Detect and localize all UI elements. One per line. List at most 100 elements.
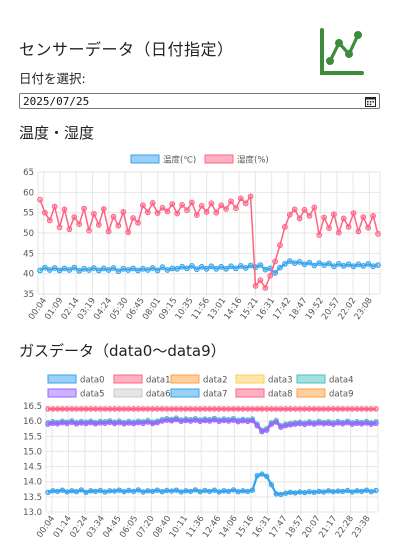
- data-point: [46, 267, 53, 273]
- data-point: [73, 489, 80, 495]
- data-point: [249, 417, 256, 424]
- data-point: [189, 263, 195, 269]
- data-point: [192, 406, 199, 412]
- data-point: [316, 406, 322, 412]
- data-point: [88, 420, 94, 426]
- data-point: [51, 203, 58, 210]
- data-point: [302, 406, 308, 412]
- data-point: [235, 489, 241, 495]
- data-point: [359, 488, 365, 495]
- data-point: [264, 427, 270, 433]
- data-point: [223, 265, 230, 272]
- data-point: [169, 201, 176, 207]
- data-point: [179, 263, 186, 270]
- data-point: [302, 421, 308, 428]
- data-point: [375, 262, 381, 268]
- data-point: [268, 482, 275, 488]
- data-point: [78, 420, 85, 426]
- data-point: [149, 265, 156, 271]
- data-point: [268, 406, 275, 412]
- temp-humid-chart: 温度(℃) 湿度(%)3540455055606500:0401:0902:140…: [23, 154, 381, 322]
- data-point: [116, 420, 123, 426]
- calendar-icon[interactable]: [365, 96, 376, 107]
- data-point: [375, 230, 381, 237]
- data-point: [311, 489, 317, 496]
- data-point: [197, 489, 203, 495]
- data-point: [61, 206, 68, 213]
- data-point: [259, 471, 265, 477]
- data-point: [97, 420, 104, 426]
- legend-label: data8: [268, 390, 293, 400]
- data-point: [292, 406, 298, 412]
- data-point: [164, 267, 171, 273]
- legend-swatch: [235, 374, 265, 384]
- data-point: [291, 206, 298, 213]
- data-point: [254, 423, 260, 429]
- data-point: [193, 212, 200, 218]
- data-point: [355, 261, 362, 268]
- data-point: [66, 267, 73, 273]
- data-point: [233, 265, 239, 272]
- data-point: [164, 406, 170, 412]
- data-point: [370, 263, 377, 270]
- data-point: [349, 489, 355, 495]
- data-point: [140, 420, 146, 426]
- page-title: センサーデータ（日付指定）: [19, 40, 234, 59]
- data-point: [273, 491, 279, 497]
- data-point: [272, 270, 279, 276]
- data-point: [144, 209, 151, 216]
- data-point: [164, 208, 171, 215]
- date-input[interactable]: 2025/07/25: [19, 93, 380, 109]
- data-point: [331, 263, 337, 270]
- data-point: [54, 488, 61, 495]
- data-point: [354, 420, 360, 426]
- data-point: [321, 214, 328, 221]
- data-point: [335, 488, 341, 494]
- data-point: [164, 417, 170, 423]
- data-point: [301, 261, 308, 268]
- data-point: [330, 421, 336, 427]
- data-point: [267, 272, 274, 279]
- data-point: [116, 487, 123, 493]
- data-point: [225, 488, 232, 495]
- data-point: [168, 418, 175, 424]
- data-point: [197, 406, 203, 412]
- data-point: [102, 420, 108, 426]
- data-point: [50, 406, 56, 412]
- data-point: [213, 265, 220, 272]
- y-tick-label: 15.5: [23, 432, 42, 442]
- data-point: [252, 283, 259, 289]
- data-point: [355, 228, 362, 235]
- data-point: [344, 406, 351, 412]
- data-point: [262, 266, 269, 273]
- data-point: [273, 419, 279, 425]
- data-point: [359, 421, 365, 427]
- data-point: [216, 406, 222, 412]
- y-tick-label: 13.5: [23, 493, 42, 503]
- data-point: [213, 209, 220, 216]
- data-point: [211, 406, 218, 412]
- data-point: [228, 263, 234, 270]
- data-point: [230, 487, 237, 493]
- data-point: [140, 489, 146, 495]
- data-point: [50, 488, 56, 494]
- data-point: [145, 419, 151, 425]
- y-tick-label: 55: [23, 209, 34, 219]
- data-point: [173, 416, 180, 423]
- data-point: [69, 406, 75, 412]
- data-point: [95, 267, 102, 274]
- data-point: [88, 406, 94, 412]
- line-chart-icon: [320, 28, 364, 75]
- data-point: [321, 489, 327, 495]
- data-point: [283, 423, 289, 429]
- data-point: [297, 489, 303, 495]
- data-point: [264, 473, 270, 480]
- data-point: [126, 406, 132, 412]
- data-point: [368, 489, 374, 495]
- data-point: [159, 418, 165, 424]
- date-value: 2025/07/25: [23, 95, 90, 108]
- data-point: [64, 406, 70, 412]
- data-point: [259, 429, 265, 435]
- data-point: [247, 262, 254, 269]
- y-tick-label: 14.0: [23, 478, 42, 488]
